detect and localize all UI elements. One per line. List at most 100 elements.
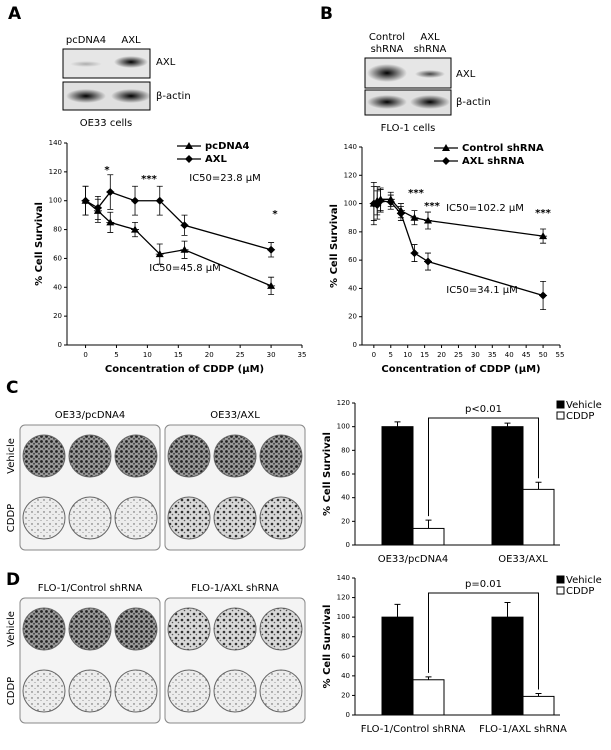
well [167,607,211,651]
well [22,496,66,540]
legend-marker [442,144,450,151]
y-axis-label: % Cell Survival [322,605,333,689]
well-plates [19,424,306,724]
bar [522,488,555,546]
y-tick-label: 20 [341,691,350,699]
lane-label: shRNA [371,44,404,55]
x-tick-label: 45 [522,351,531,359]
marker [424,257,432,266]
well [167,669,211,713]
plate-label: OE33/pcDNA4 [55,410,126,421]
y-tick-label: 120 [337,594,350,602]
panel-label: A [8,4,22,24]
blot-caption: OE33 cells [80,118,133,129]
legend-label: Control shRNA [462,143,544,154]
y-tick-label: 80 [348,228,357,236]
marker [410,213,419,221]
y-tick-label: 100 [344,200,357,208]
legend-label: Vehicle [566,575,602,586]
y-axis-label: % Cell Survival [322,432,333,516]
error-bar [394,603,401,618]
lane-label: Control [369,32,405,43]
lane-label: shRNA [414,44,447,55]
bar [381,616,414,716]
well [22,607,66,651]
y-tick-label: 0 [346,711,350,719]
marker [396,209,405,218]
blot-a [62,48,151,111]
well [259,669,303,713]
error-bar [394,421,401,427]
y-tick-label: 20 [348,313,357,321]
y-tick-label: 120 [337,399,350,407]
y-tick-label: 40 [341,494,350,502]
x-tick-label: OE33/AXL [498,554,548,565]
legend-swatch [556,586,565,595]
well [167,496,211,540]
bar [491,426,524,546]
panel-label: B [320,4,333,24]
marker [180,245,189,253]
annotation: IC50=23.8 μM [189,173,260,184]
panel-label: C [6,378,18,398]
marker [155,250,164,258]
x-axis-label: Concentration of CDDP (μM) [381,364,540,375]
x-tick-label: 35 [488,351,497,359]
well [68,496,112,540]
y-tick-label: 20 [53,312,62,320]
annotation: * [272,209,278,220]
lane-label: pcDNA4 [66,35,106,46]
marker [539,291,548,300]
y-tick-label: 80 [341,633,350,641]
significance-bracket [428,417,539,517]
marker [267,245,276,254]
legend-label: AXL shRNA [462,156,524,167]
plate-label: FLO-1/AXL shRNA [191,583,279,594]
well [259,607,303,651]
y-tick-label: 20 [341,517,350,525]
x-tick-label: 20 [205,351,214,359]
x-tick-label: OE33/pcDNA4 [378,554,449,565]
significance-bracket [428,592,539,690]
x-tick-label: 5 [114,351,118,359]
bar [412,679,445,716]
y-tick-label: 60 [341,470,350,478]
y-tick-label: 60 [53,254,62,262]
x-tick-label: 0 [83,351,87,359]
x-tick-label: FLO-1/AXL shRNA [479,724,567,735]
marker [376,196,385,205]
bar [381,426,414,546]
marker [424,216,432,224]
lane-label: AXL [121,35,141,46]
well [114,434,158,478]
legend-swatch [556,400,565,409]
well [114,669,158,713]
y-tick-label: 0 [58,341,62,349]
y-tick-label: 40 [348,284,357,292]
annotation: IC50=34.1 μM [446,285,517,296]
error-bar [535,481,542,490]
well [22,669,66,713]
well [68,669,112,713]
well [114,607,158,651]
y-axis-label: % Cell Survival [329,204,340,288]
annotation: IC50=45.8 μM [149,263,220,274]
bar [522,695,555,716]
band-label: AXL [456,69,476,80]
legend-marker [185,155,193,163]
marker [131,196,140,205]
y-tick-label: 120 [344,171,357,179]
marker [106,218,115,226]
y-tick-label: 140 [337,574,350,582]
annotation: *** [424,201,440,212]
y-tick-label: 140 [344,143,357,151]
y-tick-label: 60 [341,652,350,660]
band-label: AXL [156,57,176,68]
legend-swatch [556,575,565,584]
x-axis-label: Concentration of CDDP (μM) [105,364,264,375]
well [22,434,66,478]
marker [539,232,548,240]
legend-swatch [556,411,565,420]
x-tick-label: 10 [403,351,412,359]
